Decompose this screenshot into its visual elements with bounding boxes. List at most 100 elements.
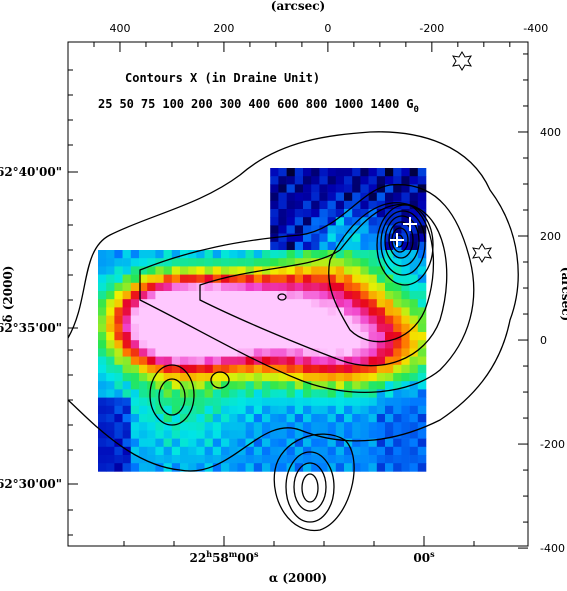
image-pixel	[278, 209, 287, 218]
image-pixel	[286, 356, 296, 366]
image-pixel	[303, 291, 312, 300]
image-pixel	[139, 364, 148, 374]
image-pixel	[188, 356, 197, 366]
image-pixel	[360, 397, 369, 407]
image-pixel	[327, 422, 337, 431]
image-pixel	[401, 414, 410, 423]
image-pixel	[401, 168, 410, 177]
image-pixel	[327, 455, 337, 464]
image-pixel	[401, 250, 410, 259]
image-pixel	[303, 332, 312, 341]
image-pixel	[270, 405, 279, 415]
image-pixel	[319, 274, 328, 284]
image-pixel	[409, 364, 419, 374]
image-pixel	[155, 463, 164, 472]
image-pixel	[335, 250, 345, 259]
image-pixel	[130, 446, 140, 456]
image-pixel	[303, 422, 312, 431]
image-pixel	[344, 389, 353, 398]
image-pixel	[360, 438, 369, 448]
image-pixel	[122, 274, 132, 284]
image-pixel	[303, 438, 312, 448]
image-pixel	[147, 266, 156, 275]
image-pixel	[212, 455, 222, 464]
image-pixel	[401, 389, 410, 398]
image-pixel	[278, 414, 287, 423]
image-pixel	[139, 315, 148, 325]
image-pixel	[229, 332, 238, 341]
image-pixel	[360, 455, 369, 464]
image-pixel	[352, 405, 361, 415]
image-pixel	[368, 266, 378, 275]
image-pixel	[122, 422, 132, 431]
image-pixel	[368, 291, 378, 300]
image-pixel	[401, 315, 410, 325]
image-pixel	[344, 307, 353, 316]
image-pixel	[360, 332, 369, 341]
image-pixel	[352, 348, 361, 357]
image-pixel	[385, 192, 394, 202]
image-pixel	[360, 381, 369, 390]
legend-level: 1400	[370, 97, 399, 111]
image-pixel	[352, 307, 361, 316]
image-pixel	[196, 430, 205, 439]
image-pixel	[352, 323, 361, 333]
image-pixel	[122, 446, 132, 456]
image-pixel	[262, 266, 271, 275]
image-pixel	[262, 455, 271, 464]
image-pixel	[98, 414, 107, 423]
image-pixel	[360, 430, 369, 439]
image-pixel	[196, 414, 205, 423]
image-pixel	[196, 315, 205, 325]
image-pixel	[417, 356, 427, 366]
image-pixel	[221, 397, 230, 407]
image-pixel	[204, 274, 214, 284]
image-pixel	[327, 405, 337, 415]
image-pixel	[114, 340, 123, 349]
image-pixel	[311, 323, 320, 333]
image-pixel	[286, 282, 296, 292]
image-pixel	[155, 348, 164, 357]
image-pixel	[311, 282, 320, 292]
image-pixel	[311, 332, 320, 341]
image-pixel	[147, 356, 156, 366]
image-pixel	[417, 266, 427, 275]
image-pixel	[327, 364, 337, 374]
image-pixel	[352, 200, 361, 210]
image-pixel	[319, 241, 328, 251]
image-pixel	[114, 332, 123, 341]
image-pixel	[409, 299, 419, 308]
image-pixel	[327, 241, 337, 251]
image-pixel	[237, 414, 246, 423]
image-pixel	[311, 422, 320, 431]
image-pixel	[319, 200, 328, 210]
image-pixel	[130, 381, 140, 390]
image-pixel	[311, 364, 320, 374]
image-pixel	[196, 323, 205, 333]
image-pixel	[270, 176, 279, 185]
image-pixel	[212, 299, 222, 308]
image-pixel	[229, 348, 238, 357]
image-pixel	[286, 438, 296, 448]
image-pixel	[303, 168, 312, 177]
image-pixel	[204, 381, 214, 390]
image-pixel	[139, 291, 148, 300]
image-pixel	[253, 430, 263, 439]
image-pixel	[401, 192, 410, 202]
image-pixel	[368, 446, 378, 456]
image-pixel	[229, 250, 238, 259]
image-pixel	[155, 455, 164, 464]
image-pixel	[409, 389, 419, 398]
image-pixel	[253, 414, 263, 423]
top-tick-label: 200	[213, 22, 234, 35]
image-pixel	[253, 405, 263, 415]
image-pixel	[204, 258, 214, 267]
image-pixel	[122, 315, 132, 325]
contour	[293, 462, 327, 512]
image-pixel	[393, 307, 402, 316]
image-pixel	[409, 332, 419, 341]
image-pixel	[360, 315, 369, 325]
image-pixel	[204, 446, 214, 456]
image-pixel	[130, 356, 140, 366]
image-pixel	[171, 364, 181, 374]
